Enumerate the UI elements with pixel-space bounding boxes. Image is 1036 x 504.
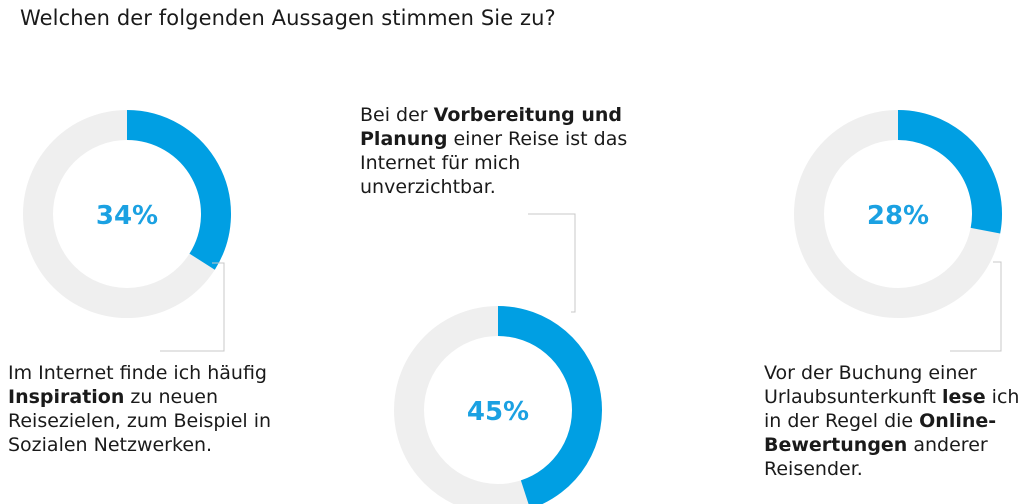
donut-group-3: 28% [794, 110, 1002, 352]
caption-3-part-3: ich in der Regel die [764, 386, 1020, 432]
donut-group-1: 34% [23, 110, 231, 352]
donut-value-2: 45% [467, 397, 529, 427]
donut-value-1: 34% [96, 201, 158, 231]
caption-1-part-3: zu neuen Reisezielen, zum Beispiel in So… [8, 386, 272, 456]
caption-2-part-3: einer Reise ist das Internet für mich un… [360, 128, 628, 198]
caption-3-part-5: anderer Reisender. [764, 434, 988, 480]
caption-vorbereitung: Bei der Vorbereitung und Planung einer R… [360, 103, 660, 199]
chart-title: Welchen der folgenden Aussagen stimmen S… [20, 6, 556, 30]
donut-arc-1 [126, 110, 231, 270]
caption-1-part-1: Im Internet finde ich häufig [8, 362, 267, 384]
leader-line-2 [528, 213, 576, 313]
caption-3-part-4: Online-Bewertungen [764, 410, 997, 456]
caption-bewertungen: Vor der Buchung einer Urlaubsunterkunft … [764, 361, 1036, 481]
leader-line-1 [160, 262, 225, 352]
donut-value-3: 28% [867, 201, 929, 231]
caption-2-part-1: Bei der [360, 104, 434, 126]
caption-3-part-1: Vor der Buchung einer Urlaubsunterkunft [764, 362, 977, 408]
caption-inspiration: Im Internet finde ich häufig Inspiration… [8, 361, 278, 457]
caption-2-part-2: Vorbereitung und Planung [360, 104, 623, 150]
leader-line-3 [950, 261, 1002, 352]
donut-arc-3 [897, 110, 1002, 234]
donut-group-2: 45% [394, 213, 602, 504]
caption-3-part-2: lese [942, 386, 986, 408]
caption-1-part-2: Inspiration [8, 386, 125, 408]
donut-arc-2 [497, 306, 602, 504]
